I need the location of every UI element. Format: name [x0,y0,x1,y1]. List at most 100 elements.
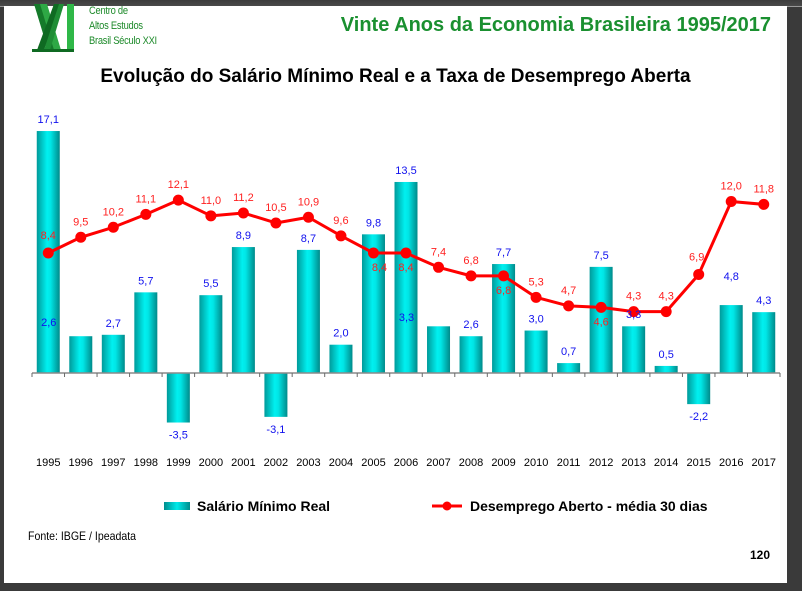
x-tick-label: 2009 [491,457,515,469]
line-value-label: 12,1 [168,179,189,191]
x-tick-label: 2013 [621,457,645,469]
bar-value-label: 9,8 [366,217,381,229]
bar-2003 [296,249,320,373]
bar-value-label: 3,0 [528,314,543,326]
line-value-label: 9,6 [333,215,348,227]
slide: Centro de Altos Estudos Brasil Século XX… [4,4,787,583]
line-point-1998 [140,208,152,220]
line-value-label: 10,2 [103,206,124,218]
bar-2014 [654,365,678,373]
legend-item-salario: Salário Mínimo Real [164,498,330,514]
bar-1999 [166,373,190,423]
x-tick-label: 1995 [36,457,60,469]
legend-label: Salário Mínimo Real [197,498,331,514]
line-value-label: 7,4 [431,246,446,258]
page-number: 120 [750,548,771,562]
bar-1998 [134,292,158,373]
line-value-label: 8,4 [41,230,56,242]
bar-value-label: 8,7 [301,233,316,245]
bar-2009 [492,264,516,373]
x-tick-label: 2000 [199,457,223,469]
line-point-1995 [42,247,54,259]
bar-value-label: 2,6 [463,319,478,331]
chart-title: Evolução do Salário Mínimo Real e a Taxa… [100,66,691,87]
bar-value-label: 0,5 [659,349,674,361]
x-tick-label: 2015 [686,457,710,469]
bar-value-label: 2,0 [333,328,348,340]
bar-value-label: 4,8 [724,271,739,283]
bar-2000 [199,295,223,373]
line-value-label: 12,0 [721,181,742,193]
x-tick-label: 1999 [166,457,190,469]
line-value-label: 10,5 [265,202,286,214]
line-point-2005 [367,247,379,259]
line-point-2006 [400,247,412,259]
line-point-2000 [205,210,217,222]
logo: Centro de Altos Estudos Brasil Século XX… [24,4,164,60]
bar-value-label: 7,5 [593,250,608,262]
bar-2007 [427,326,451,373]
x-tick-label: 2014 [654,457,678,469]
line-value-label: 10,9 [298,196,319,208]
line-value-label: 5,3 [528,276,543,288]
bar-2016 [719,305,743,373]
x-tick-label: 2016 [719,457,743,469]
line-marker-swatch-icon [432,501,462,511]
bar-2008 [459,336,483,373]
bar-value-label: -3,5 [169,430,188,442]
bar-value-label: 13,5 [395,165,416,177]
bar-2011 [557,363,581,373]
line-value-label: 11,0 [201,195,222,207]
line-point-2017 [758,198,770,210]
line-point-2011 [563,300,575,312]
x-tick-label: 2004 [329,457,353,469]
x-tick-label: 1997 [101,457,125,469]
bar-value-label: 0,7 [561,346,576,358]
x-tick-label: 2003 [296,457,320,469]
line-point-2003 [302,211,314,223]
x-tick-label: 2007 [426,457,450,469]
x-tick-label: 1996 [69,457,93,469]
line-point-2008 [465,270,477,282]
bar-value-label: -3,1 [266,424,285,436]
bar-2013 [622,326,646,373]
series-title: Vinte Anos da Economia Brasileira 1995/2… [340,14,771,36]
legend-item-desemprego: Desemprego Aberto - média 30 dias [432,498,708,514]
logo-text: Centro de Altos Estudos Brasil Século XX… [89,4,157,49]
bar-value-label: 7,7 [496,247,511,259]
line-point-2001 [237,207,249,219]
bar-value-label: -2,2 [689,411,708,423]
legend-label: Desemprego Aberto - média 30 dias [470,498,708,514]
bar-value-label: 2,6 [41,317,56,329]
line-value-label: 11,2 [233,192,254,204]
bar-value-label: 8,9 [236,230,251,242]
bar-value-label: 5,5 [203,278,218,290]
line-point-1996 [75,231,87,243]
line-point-2012 [595,301,607,313]
logo-line: Centro de [89,5,128,17]
line-value-label: 9,5 [73,216,88,228]
x-tick-label: 2012 [589,457,613,469]
x-tick-label: 2002 [264,457,288,469]
line-point-1997 [107,221,119,233]
line-value-label: 4,3 [626,291,641,303]
logo-xxi-icon [32,4,74,52]
line-point-2013 [628,306,640,318]
line-value-label: 8,4 [372,262,387,274]
x-tick-label: 2010 [524,457,548,469]
x-tick-label: 2017 [751,457,775,469]
line-value-label: 6,9 [689,251,704,263]
line-value-label: 4,6 [593,316,608,328]
line-point-2010 [530,291,542,303]
line-point-1999 [172,194,184,206]
logo-line: Brasil Século XXI [89,35,157,47]
bar-swatch-icon [164,502,190,510]
line-value-label: 6,8 [496,285,511,297]
bar-2015 [687,373,711,405]
bar-2012 [589,266,613,373]
line-value-label: 11,8 [753,183,774,195]
x-tick-label: 2006 [394,457,418,469]
bar-value-label: 17,1 [38,114,59,126]
bar-value-label: 3,3 [399,312,414,324]
